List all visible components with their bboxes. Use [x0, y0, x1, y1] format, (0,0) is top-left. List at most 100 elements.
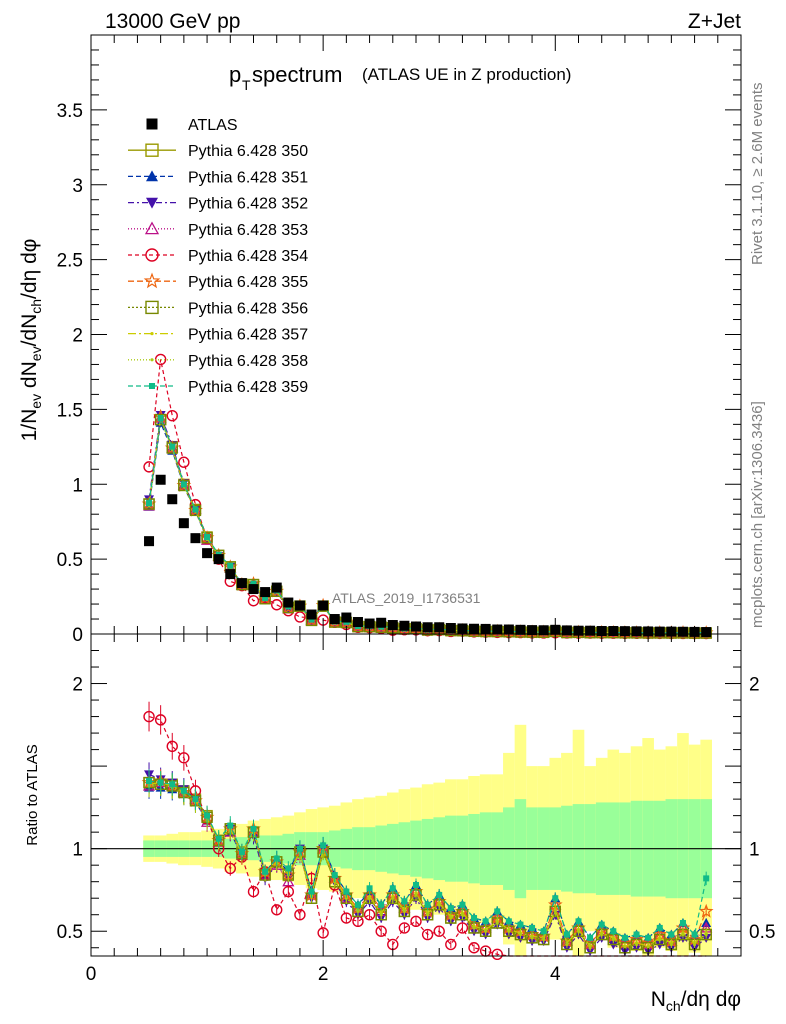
marker-square	[201, 532, 213, 544]
y-tick-label: 0	[72, 625, 83, 646]
title-main: p	[229, 62, 241, 87]
title-sub: T	[242, 77, 251, 93]
ratio-tick-label: 0.5	[749, 922, 775, 943]
marker-dot	[530, 936, 534, 940]
marker-dot	[681, 932, 685, 937]
marker-square	[192, 506, 199, 513]
marker-square	[166, 442, 178, 454]
y-tick-label: 2	[72, 326, 83, 347]
marker-circle	[410, 915, 422, 928]
data-point	[515, 624, 526, 635]
data-point	[445, 623, 456, 634]
marker-circle	[421, 928, 434, 941]
marker-circle	[294, 611, 306, 623]
marker-circle	[398, 922, 411, 934]
marker-square	[250, 580, 257, 587]
y-tick-label: 0.5	[57, 550, 83, 571]
data-point	[178, 518, 189, 529]
x-tick-label: 0	[86, 964, 97, 985]
marker-dot	[565, 942, 569, 947]
marker-circle	[154, 714, 167, 726]
xlabel: Nch/dη dφ	[651, 988, 741, 1014]
y-tick-label: 2.5	[57, 251, 83, 272]
y-tick-label: 1.5	[57, 400, 83, 421]
marker-triangle	[146, 170, 158, 182]
marker-square	[598, 921, 605, 928]
mcplots-label: mcplots.cern.ch [arXiv:1306.3436]	[749, 401, 766, 628]
data-point	[225, 569, 236, 580]
ratio-tick-label: 1	[749, 840, 760, 861]
marker-square	[679, 919, 686, 926]
marker-square	[204, 812, 211, 819]
svg-text:Nch/dη dφ: Nch/dη dφ	[651, 988, 741, 1014]
marker-circle	[375, 925, 387, 937]
marker-square	[308, 616, 315, 623]
data-point	[202, 548, 213, 559]
marker-square	[552, 895, 559, 902]
data-point	[260, 587, 271, 598]
x-tick-label: 2	[318, 964, 329, 985]
marker-square	[146, 500, 153, 507]
data-point	[561, 625, 572, 636]
marker-circle	[178, 752, 190, 764]
marker-triangle	[144, 221, 160, 235]
marker-dot	[437, 903, 441, 907]
data-point	[352, 617, 363, 628]
process-label: Z+Jet	[688, 10, 741, 33]
marker-square	[146, 118, 158, 130]
y-tick-label: 3	[72, 176, 83, 197]
plot-title: p T spectrum (ATLAS UE in Z production)	[229, 62, 571, 93]
marker-dot	[344, 896, 348, 900]
marker-dot	[646, 946, 650, 950]
marker-square	[331, 872, 338, 879]
marker-square	[563, 931, 570, 938]
rivet-label: Rivet 3.1.10, ≥ 2.6M events	[749, 83, 766, 266]
marker-circle	[317, 927, 329, 939]
marker-dot	[634, 942, 639, 947]
marker-dot	[402, 909, 406, 914]
data-point	[318, 600, 329, 611]
data-point	[167, 494, 178, 505]
ratio-tick-label: 2	[749, 675, 760, 696]
marker-dot	[367, 896, 372, 900]
data-point	[306, 609, 317, 620]
data-point	[492, 624, 503, 635]
marker-square	[691, 931, 698, 938]
marker-dot	[460, 913, 465, 917]
data-point	[585, 625, 596, 636]
data-point	[422, 622, 433, 633]
data-point	[364, 618, 375, 629]
marker-square	[459, 901, 466, 908]
data-point	[248, 584, 259, 595]
marker-dot	[414, 893, 418, 897]
marker-circle	[166, 740, 178, 752]
legend-label: Pythia 6.428 350	[188, 143, 308, 160]
marker-square	[262, 868, 269, 875]
marker-dot	[623, 946, 627, 950]
legend-label: Pythia 6.428 357	[188, 327, 308, 344]
energy-label: 13000 GeV pp	[105, 10, 240, 33]
marker-dot	[658, 937, 662, 942]
marker-star	[143, 272, 161, 289]
marker-dot	[472, 926, 476, 930]
legend-label: Pythia 6.428 356	[188, 300, 308, 317]
marker-square	[587, 934, 594, 941]
marker-square	[621, 934, 628, 941]
marker-circle	[143, 710, 155, 723]
marker-circle	[145, 248, 159, 262]
marker-square	[154, 413, 167, 426]
marker-circle	[166, 409, 178, 422]
marker-square	[238, 848, 245, 855]
marker-dot	[495, 921, 499, 925]
data-point	[399, 620, 410, 631]
marker-square	[192, 796, 199, 803]
marker-square	[343, 888, 350, 895]
marker-square	[169, 781, 176, 788]
data-point	[677, 626, 688, 637]
marker-dot	[391, 896, 395, 900]
marker-square	[610, 928, 617, 935]
marker-square	[668, 931, 675, 938]
ratio-series	[141, 701, 714, 961]
marker-square	[204, 533, 211, 540]
